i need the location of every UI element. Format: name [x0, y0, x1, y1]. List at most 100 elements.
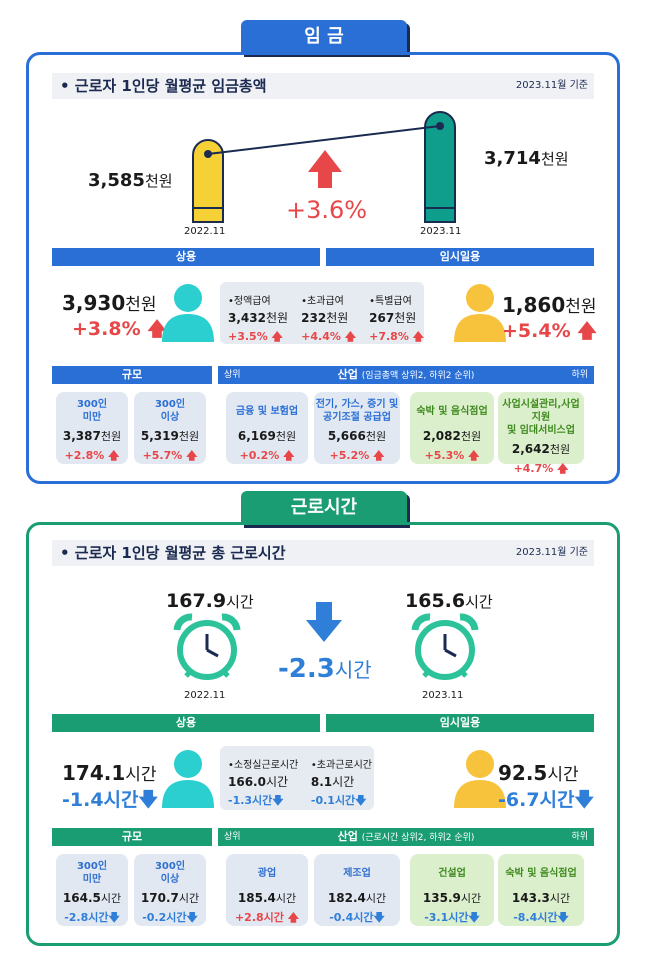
wage-components: •정액급여 3,432천원 +3.5% 🡅 •초과급여 232천원 +4.4% 🡅 •특별급… — [228, 292, 424, 347]
wage-temp-bar: 임시일용 — [326, 248, 594, 266]
hours-tab[interactable]: 근로시간 — [241, 491, 407, 525]
component-change: +3.5% 🡅 — [228, 330, 283, 343]
industry-card: 전기, 가스, 증기 및 공기조절 공급업 5,666천원 +5.2% 🡅 — [314, 392, 400, 464]
prev-wage-value: 3,585천원 — [88, 170, 173, 191]
card-change: +2.8% 🡅 — [64, 449, 120, 462]
curr-wage-value: 3,714천원 — [484, 148, 569, 169]
card-change: +0.2% 🡅 — [239, 449, 295, 462]
card-name: 사업시설관리,사업지원 및 임대서비스업 — [502, 399, 580, 436]
component-item: •특별급여 267천원 +7.8% 🡅 — [369, 292, 424, 347]
card-change: -0.4시간🡇 — [329, 911, 385, 924]
industry-card: 광업 185.4시간 +2.8시간 🡅 — [226, 854, 308, 926]
component-name: •특별급여 — [369, 296, 412, 307]
hours-temp-block: 92.5시간 -6.7시간🡇 — [498, 761, 595, 811]
down-arrow-icon: 🡇 — [574, 789, 595, 811]
card-change: +5.2% 🡅 — [329, 449, 385, 462]
industry-card: 숙박 및 음식점업 143.3시간 -8.4시간🡇 — [498, 854, 584, 926]
card-value: 6,169천원 — [237, 429, 297, 443]
component-change: -0.1시간🡇 — [310, 794, 367, 807]
wage-size-label: 규모 — [52, 366, 212, 384]
hours-temp-bar: 임시일용 — [326, 714, 594, 732]
card-value: 164.5시간 — [62, 891, 122, 905]
wage-temp-values: 1,860천원 +5.4% 🡅 — [502, 293, 597, 342]
hours-title-bar: • 근로자 1인당 월평균 총 근로시간 2023.11월 기준 — [52, 540, 594, 566]
size-card: 300인 이상 170.7시간 -0.2시간🡇 — [134, 854, 206, 926]
industry-card: 제조업 182.4시간 -0.4시간🡇 — [314, 854, 400, 926]
card-change: -2.8시간🡇 — [64, 911, 120, 924]
card-name: 300인 미만 — [76, 861, 108, 885]
down-arrow-icon: 🡇 — [138, 789, 159, 811]
industry-card: 숙박 및 음식점업 2,082천원 +5.3% 🡅 — [410, 392, 494, 464]
component-item: •초과급여 232천원 +4.4% 🡅 — [301, 292, 356, 347]
component-value: 232천원 — [301, 311, 349, 325]
wage-tab[interactable]: 임 금 — [241, 20, 407, 54]
card-name: 300인 이상 — [154, 399, 186, 423]
component-item: •초과근로시간 8.1시간 -0.1시간🡇 — [311, 756, 372, 811]
person-icon — [162, 750, 214, 808]
wage-components-box — [220, 282, 424, 344]
industry-card: 건설업 135.9시간 -3.1시간🡇 — [410, 854, 494, 926]
person-icon — [454, 284, 506, 342]
hours-title: • 근로자 1인당 월평균 총 근로시간 — [60, 544, 286, 562]
component-change: +7.8% 🡅 — [369, 330, 424, 343]
card-change: +2.8시간 🡅 — [234, 911, 300, 924]
hours-basis: 2023.11월 기준 — [515, 547, 588, 558]
component-item: •소정실근로시간 166.0시간 -1.3시간🡇 — [228, 756, 298, 811]
component-name: •정액급여 — [228, 296, 271, 307]
hours-panel — [26, 522, 620, 946]
wage-comparison-graphic — [192, 111, 456, 223]
card-change: +4.7% 🡅 — [513, 462, 569, 475]
curr-hours-value: 165.6시간 — [405, 590, 493, 612]
down-arrow-icon — [306, 602, 342, 642]
wage-industry-header: 상위 산업 (임금총액 상위2, 하위2 순위) 하위 — [218, 366, 594, 384]
card-name: 300인 이상 — [154, 861, 186, 885]
component-value: 267천원 — [369, 311, 417, 325]
person-icon — [454, 750, 506, 808]
industry-card: 사업시설관리,사업지원 및 임대서비스업 2,642천원 +4.7% 🡅 — [498, 392, 584, 475]
hours-regular-block: 174.1시간 -1.4시간🡇 — [62, 761, 159, 811]
wage-change: +3.6% — [286, 196, 368, 224]
wage-panel — [26, 52, 620, 484]
prev-hours-period: 2022.11 — [184, 690, 226, 701]
up-arrow-icon — [308, 150, 342, 188]
card-change: +5.3% 🡅 — [424, 449, 480, 462]
card-name: 숙박 및 음식점업 — [505, 867, 577, 879]
hours-regular-bar: 상용 — [52, 714, 320, 732]
size-card: 300인 미만 164.5시간 -2.8시간🡇 — [56, 854, 128, 926]
up-arrow-icon: 🡅 — [147, 318, 167, 340]
wage-regular-bar: 상용 — [52, 248, 320, 266]
size-card: 300인 미만 3,387천원 +2.8% 🡅 — [56, 392, 128, 464]
card-change: +5.7% 🡅 — [142, 449, 198, 462]
card-value: 5,666천원 — [327, 429, 387, 443]
component-value: 3,432천원 — [228, 311, 289, 325]
alarm-clock-icon — [411, 613, 479, 680]
prev-hours-value: 167.9시간 — [166, 590, 254, 612]
prev-wage-period: 2022.11 — [184, 226, 226, 237]
card-value: 2,082천원 — [422, 429, 482, 443]
card-value: 135.9시간 — [422, 891, 482, 905]
card-change: -8.4시간🡇 — [513, 911, 569, 924]
card-value: 143.3시간 — [511, 891, 571, 905]
curr-hours-period: 2023.11 — [422, 690, 464, 701]
component-value: 8.1시간 — [310, 775, 355, 789]
person-icon — [162, 284, 214, 342]
component-name: •초과근로시간 — [310, 760, 372, 771]
card-value: 185.4시간 — [237, 891, 297, 905]
card-name: 전기, 가스, 증기 및 공기조절 공급업 — [315, 399, 399, 423]
component-change: +4.4% 🡅 — [301, 330, 357, 343]
wage-title-bar: • 근로자 1인당 월평균 임금총액 2023.11월 기준 — [52, 73, 594, 99]
size-card: 300인 이상 5,319천원 +5.7% 🡅 — [134, 392, 206, 464]
hours-size-label: 규모 — [52, 828, 212, 846]
hours-change: -2.3시간 — [278, 654, 372, 684]
component-item: •정액급여 3,432천원 +3.5% 🡅 — [228, 292, 288, 347]
card-value: 170.7시간 — [140, 891, 200, 905]
component-change: -1.3시간🡇 — [228, 794, 284, 807]
component-name: •초과급여 — [301, 296, 344, 307]
card-name: 건설업 — [438, 867, 466, 879]
card-name: 광업 — [257, 867, 277, 879]
card-value: 5,319천원 — [140, 429, 200, 443]
card-name: 금융 및 보험업 — [235, 405, 299, 417]
card-name: 숙박 및 음식점업 — [416, 405, 488, 417]
wage-title: • 근로자 1인당 월평균 임금총액 — [60, 77, 267, 95]
card-change: -0.2시간🡇 — [142, 911, 198, 924]
